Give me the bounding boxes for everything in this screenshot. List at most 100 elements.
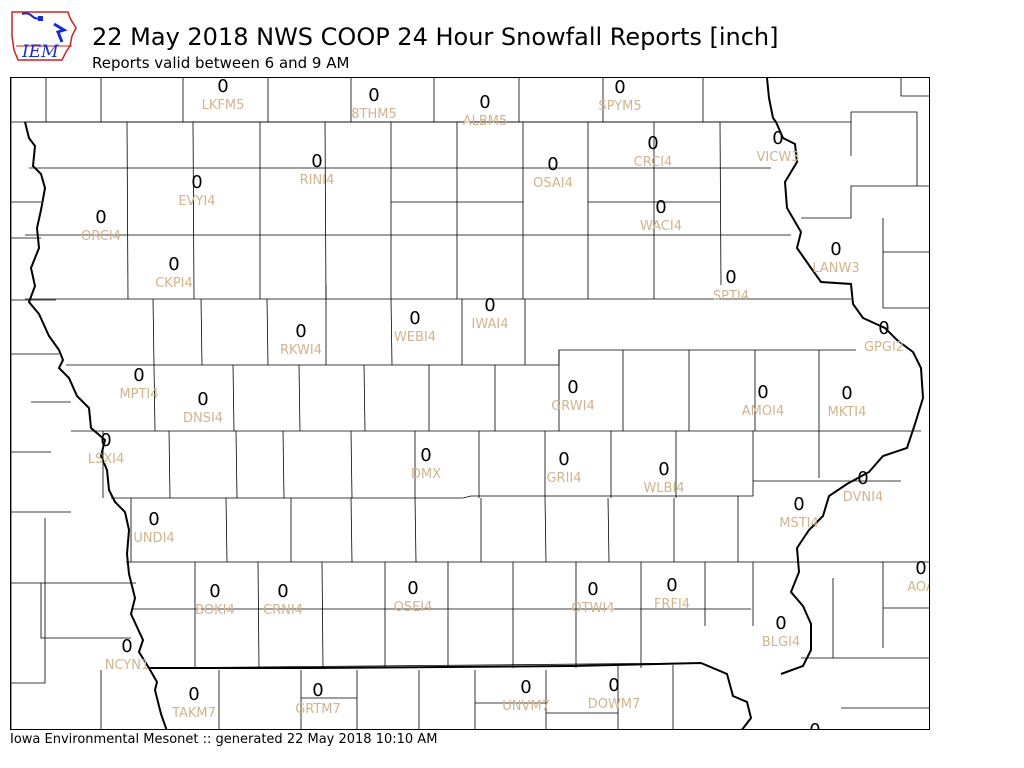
station-marker: 0 (809, 720, 820, 730)
station-value: 0 (407, 578, 418, 599)
snowfall-map: 0 LKFM5 0 8THM5 0 ALBM5 0 SPYM5 0 VICW3 0 CRCI4 0 RIN… (10, 77, 930, 730)
station-id-label: OSEI4 (394, 600, 433, 615)
station-value: 0 (841, 383, 852, 404)
station-value: 0 (878, 318, 889, 339)
station-value: 0 (757, 382, 768, 403)
station-id-label: WEBI4 (394, 330, 436, 345)
station-value: 0 (95, 207, 106, 228)
logo-text: IEM (21, 42, 59, 62)
station-value: 0 (368, 85, 379, 106)
station-value: 0 (666, 575, 677, 596)
station-id-label: DOWM7 (588, 697, 641, 712)
station-id-label: BLGI4 (762, 635, 800, 650)
station-value: 0 (587, 579, 598, 600)
station-id-label: MSTI4 (779, 516, 819, 531)
station-id-label: WACI4 (640, 219, 682, 234)
station-value: 0 (197, 389, 208, 410)
station-value: 0 (857, 468, 868, 489)
station-value: 0 (209, 581, 220, 602)
station-id-label: FRFI4 (654, 597, 690, 612)
station-id-label: ALBM5 (463, 114, 508, 129)
station-id-label: ORCI4 (81, 229, 121, 244)
station-id-label: MPTI4 (119, 387, 158, 402)
station-value: 0 (100, 430, 111, 451)
iem-logo: IEM (8, 6, 80, 66)
station-value: 0 (793, 494, 804, 515)
station-value: 0 (121, 636, 132, 657)
station-id-label: LSXI4 (88, 452, 125, 467)
station-marker: 0AOA (907, 558, 929, 595)
station-id-label: CRCI4 (634, 155, 673, 170)
station-id-label: TAKM7 (171, 706, 216, 721)
state-boundaries (24, 78, 925, 729)
station-value: 0 (547, 154, 558, 175)
station-value: 0 (567, 377, 578, 398)
station-value: 0 (312, 680, 323, 701)
station-value: 0 (915, 558, 926, 579)
station-value: 0 (420, 445, 431, 466)
station-id-label: OTWI4 (571, 601, 614, 616)
station-id-label: GRTM7 (295, 702, 341, 717)
station-id-label: DVNI4 (843, 490, 884, 505)
station-value: 0 (148, 509, 159, 530)
station-value: 0 (277, 581, 288, 602)
station-id-label: LANW3 (812, 261, 859, 276)
station-id-label: UNDI4 (133, 531, 174, 546)
station-id-label: CKPI4 (155, 276, 193, 291)
station-id-label: OSAI4 (533, 176, 573, 191)
station-id-label: 8THM5 (351, 107, 396, 122)
page-subtitle: Reports valid between 6 and 9 AM (92, 54, 350, 72)
station-value: 0 (409, 308, 420, 329)
station-id-label: RINI4 (300, 173, 335, 188)
station-value: 0 (772, 128, 783, 149)
iowa-state-logo-icon: IEM (11, 11, 77, 62)
page-title: 22 May 2018 NWS COOP 24 Hour Snowfall Re… (92, 23, 779, 51)
county-boundaries (11, 78, 929, 729)
station-value: 0 (295, 321, 306, 342)
station-value: 0 (558, 449, 569, 470)
station-value: 0 (133, 365, 144, 386)
station-value: 0 (809, 720, 820, 730)
station-value: 0 (775, 613, 786, 634)
station-id-label: UNVM7 (502, 699, 550, 714)
station-value: 0 (168, 254, 179, 275)
station-id-label: MKTI4 (828, 405, 867, 420)
station-id-label: NCYN1 (105, 658, 150, 673)
station-value: 0 (614, 78, 625, 98)
station-id-label: DNSI4 (183, 411, 223, 426)
